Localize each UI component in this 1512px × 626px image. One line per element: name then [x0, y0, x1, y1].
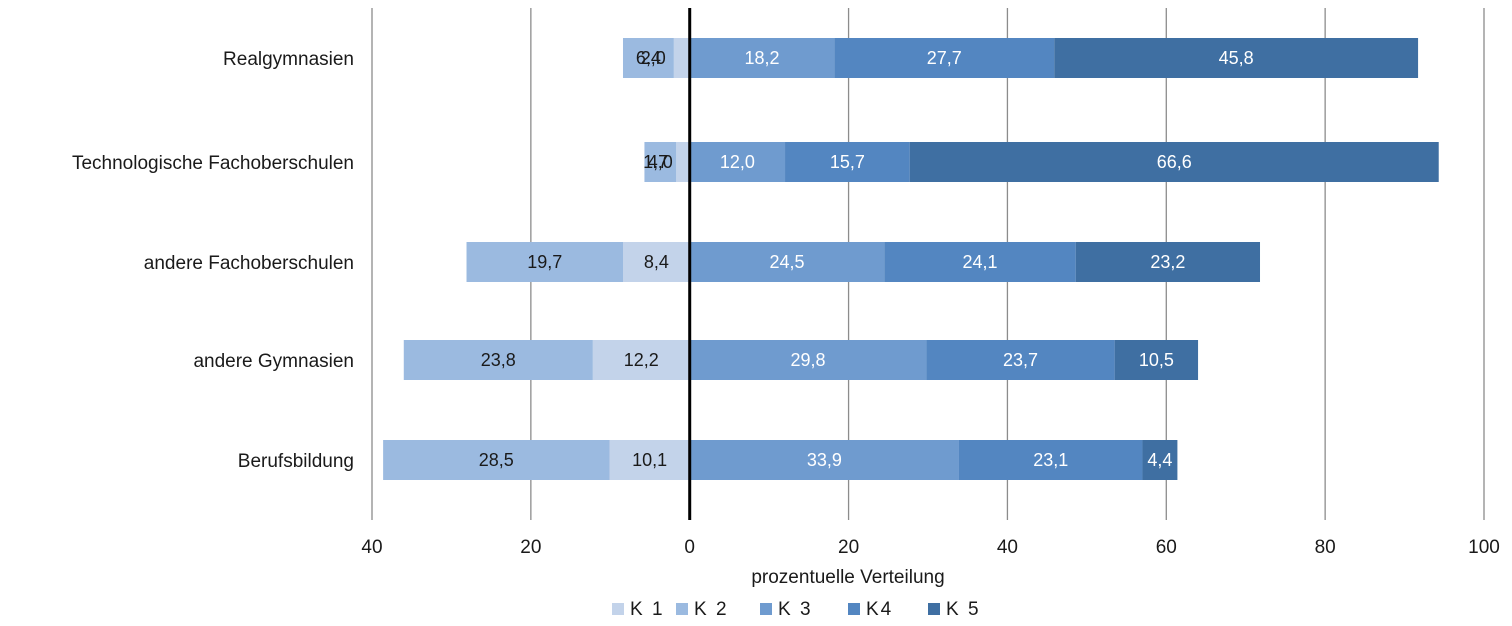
legend-label: K4: [866, 599, 893, 620]
bar-segment: [689, 142, 786, 182]
legend-item: K4: [848, 599, 893, 620]
data-label: 33,9: [807, 450, 842, 470]
data-label: 24,5: [769, 252, 804, 272]
bars: [383, 38, 1439, 480]
data-label: 1,7: [643, 152, 668, 172]
data-label: 27,7: [927, 48, 962, 68]
data-label: 18,2: [744, 48, 779, 68]
bar-segment: [403, 340, 593, 380]
x-axis-title: prozentuelle Verteilung: [751, 567, 944, 588]
legend-item: K 3: [760, 599, 813, 620]
legend-label: K 3: [778, 599, 813, 620]
legend-label: K 2: [694, 599, 729, 620]
data-label: 29,8: [791, 350, 826, 370]
data-label: 12,2: [624, 350, 659, 370]
data-label: 15,7: [830, 152, 865, 172]
data-labels: 2,06,4 18,2 27,7 45,8 1,74,0 12,0 15,7 66,6 8,4 1…: [479, 48, 1254, 470]
data-label: 12,0: [720, 152, 755, 172]
x-tick-label: 0: [684, 537, 695, 558]
legend-label: K 5: [946, 599, 981, 620]
category-label: andere Gymnasien: [193, 351, 354, 372]
legend: K 1 K 2 K 3 K4 K 5: [612, 599, 981, 620]
bar-segment: [785, 142, 910, 182]
bar-segment: [689, 340, 927, 380]
bar-segment: [834, 38, 1055, 78]
bar-segment: [909, 142, 1439, 182]
bar-segment: [622, 242, 690, 282]
bar-segment: [1075, 242, 1261, 282]
data-label: 24,1: [963, 252, 998, 272]
x-tick-label: 40: [997, 537, 1018, 558]
data-label: 10,1: [632, 450, 667, 470]
category-label: Technologische Fachoberschulen: [72, 153, 354, 174]
bar-segment: [592, 340, 690, 380]
legend-item: K 1: [612, 599, 665, 620]
data-label: 28,5: [479, 450, 514, 470]
category-label: andere Fachoberschulen: [144, 253, 354, 274]
bar-segment: [689, 440, 959, 480]
legend-swatch: [848, 603, 860, 615]
bar-segment: [1054, 38, 1419, 78]
data-label: 23,1: [1033, 450, 1068, 470]
x-tick-labels: 40 20 0 20 40 60 80 100: [361, 537, 1499, 558]
bar-segment: [622, 38, 674, 78]
legend-label: K 1: [630, 599, 665, 620]
x-tick-label: 40: [361, 537, 382, 558]
bar-segment: [609, 440, 690, 480]
bar-segment: [1114, 340, 1199, 380]
data-label: 4,4: [1147, 450, 1172, 470]
bar-segment: [383, 440, 610, 480]
data-label: 4,0: [648, 152, 673, 172]
category-label: Berufsbildung: [238, 451, 354, 472]
data-label: 45,8: [1219, 48, 1254, 68]
data-label: 66,6: [1157, 152, 1192, 172]
category-labels: Realgymnasien Technologische Fachoberschu…: [72, 49, 354, 472]
legend-item: K 5: [928, 599, 981, 620]
bar-segment: [689, 38, 835, 78]
bar-segment: [673, 38, 690, 78]
x-tick-label: 80: [1315, 537, 1336, 558]
data-label: 23,7: [1003, 350, 1038, 370]
data-label: 23,2: [1150, 252, 1185, 272]
data-label: 10,5: [1139, 350, 1174, 370]
data-label: 8,4: [644, 252, 669, 272]
legend-swatch: [928, 603, 940, 615]
bar-segment: [466, 242, 623, 282]
data-label: 6,4: [636, 48, 661, 68]
bar-segment: [926, 340, 1115, 380]
data-label: 23,8: [481, 350, 516, 370]
bar-segment: [689, 242, 885, 282]
legend-item: K 2: [676, 599, 729, 620]
x-tick-label: 20: [520, 537, 541, 558]
x-tick-label: 60: [1156, 537, 1177, 558]
bar-segment: [958, 440, 1143, 480]
bar-segment: [1142, 440, 1178, 480]
bar-segment: [676, 142, 690, 182]
legend-swatch: [676, 603, 688, 615]
bar-segment: [884, 242, 1076, 282]
legend-swatch: [612, 603, 624, 615]
data-label: 19,7: [527, 252, 562, 272]
x-tick-label: 100: [1468, 537, 1500, 558]
x-tick-label: 20: [838, 537, 859, 558]
data-label: 2,0: [641, 48, 666, 68]
bar-segment: [644, 142, 677, 182]
legend-swatch: [760, 603, 772, 615]
category-label: Realgymnasien: [223, 49, 354, 70]
